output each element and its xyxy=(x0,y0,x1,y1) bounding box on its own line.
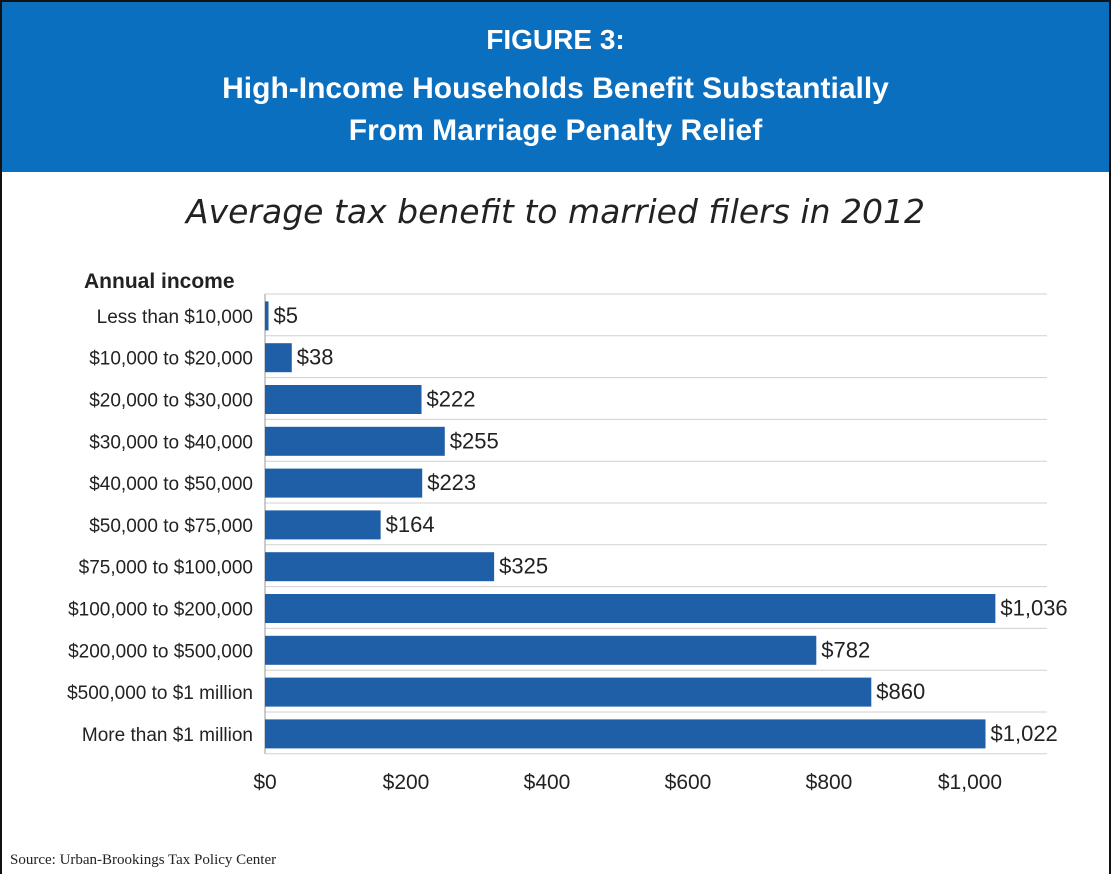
category-label: $200,000 to $500,000 xyxy=(68,641,253,662)
category-label: $20,000 to $30,000 xyxy=(89,391,253,412)
value-label: $164 xyxy=(386,512,435,537)
bar-chart: Annual income Less than $10,000 $5 $10,000 … xyxy=(67,270,1068,794)
bar xyxy=(265,301,269,331)
x-tick-label: $400 xyxy=(524,771,571,794)
value-label: $860 xyxy=(876,679,925,704)
category-label: Less than $10,000 xyxy=(97,307,253,328)
figure-label: FIGURE 3: xyxy=(486,24,625,55)
value-label: $38 xyxy=(297,345,334,370)
value-label: $222 xyxy=(427,387,476,412)
x-tick-label: $800 xyxy=(806,771,853,794)
x-tick-label: $0 xyxy=(253,771,276,794)
value-label: $5 xyxy=(274,303,298,328)
value-label: $325 xyxy=(499,554,548,579)
bar xyxy=(265,677,872,707)
value-label: $782 xyxy=(821,637,870,662)
figure-title-line-1: High-Income Households Benefit Substanti… xyxy=(222,72,889,105)
x-tick-label: $200 xyxy=(383,771,430,794)
category-label: $40,000 to $50,000 xyxy=(89,474,253,495)
bar xyxy=(265,426,445,456)
category-label: $75,000 to $100,000 xyxy=(79,558,253,579)
category-label: $10,000 to $20,000 xyxy=(89,349,253,370)
figure-header: FIGURE 3: High-Income Households Benefit… xyxy=(2,2,1109,172)
source-note: Source: Urban-Brookings Tax Policy Cente… xyxy=(10,852,277,868)
category-label: $30,000 to $40,000 xyxy=(89,432,253,453)
x-tick-label: $1,000 xyxy=(938,771,1002,794)
category-label: More than $1 million xyxy=(82,725,253,746)
bar xyxy=(265,343,292,373)
chart-title: Average tax benefit to married filers in… xyxy=(186,192,925,231)
value-label: $255 xyxy=(450,428,499,453)
category-label: $50,000 to $75,000 xyxy=(89,516,253,537)
bar xyxy=(265,468,423,498)
value-label: $1,022 xyxy=(991,721,1058,746)
value-label: $223 xyxy=(427,470,476,495)
bar xyxy=(265,635,817,665)
bar xyxy=(265,594,996,623)
category-axis-label: Annual income xyxy=(84,270,235,293)
category-label: $500,000 to $1 million xyxy=(67,683,253,704)
bar xyxy=(265,719,986,749)
bar xyxy=(265,385,422,414)
bar xyxy=(265,510,381,540)
figure-title-line-2: From Marriage Penalty Relief xyxy=(348,114,763,147)
x-tick-label: $600 xyxy=(665,771,712,794)
category-label: $100,000 to $200,000 xyxy=(68,600,253,621)
bar xyxy=(265,552,495,582)
value-label: $1,036 xyxy=(1000,596,1067,621)
